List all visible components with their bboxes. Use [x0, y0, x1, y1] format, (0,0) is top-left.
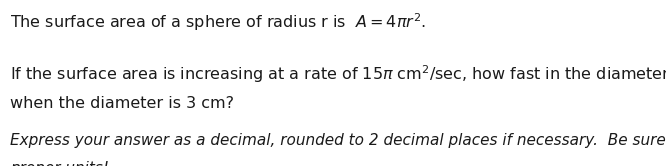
Text: Express your answer as a decimal, rounded to 2 decimal places if necessary.  Be : Express your answer as a decimal, rounde… — [10, 133, 666, 148]
Text: The surface area of a sphere of radius r is  $A = 4\pi r^2$.: The surface area of a sphere of radius r… — [10, 12, 426, 33]
Text: If the surface area is increasing at a rate of 15$\pi$ cm$^2$/sec, how fast in t: If the surface area is increasing at a r… — [10, 63, 666, 85]
Text: when the diameter is 3 cm?: when the diameter is 3 cm? — [10, 96, 234, 111]
Text: proper units!: proper units! — [10, 161, 109, 166]
